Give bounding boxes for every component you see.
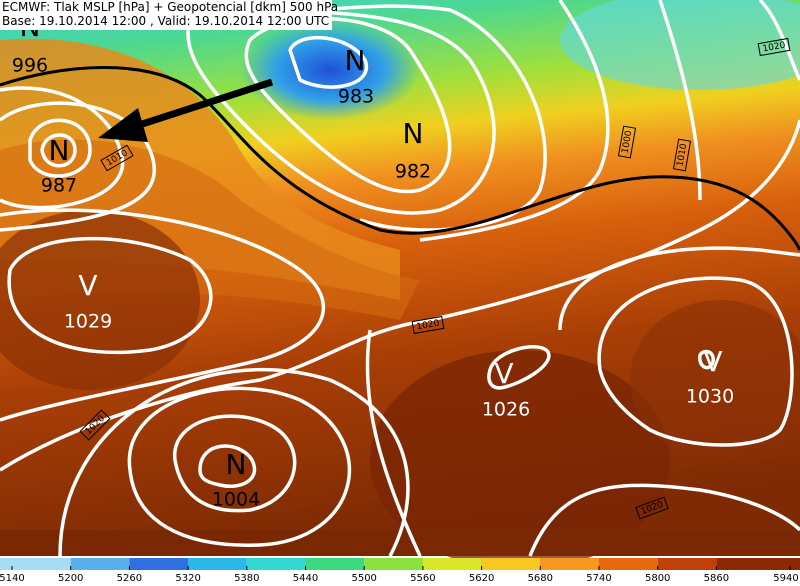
colorbar-label: 5500 — [351, 573, 376, 584]
colorbar-segment — [188, 558, 247, 570]
center-value: 982 — [395, 161, 431, 183]
colorbar-segment — [657, 558, 717, 570]
isobar-label: 1020 — [416, 319, 441, 333]
center-symbol: V — [494, 357, 513, 390]
map-background — [0, 0, 800, 570]
colorbar-label: 5800 — [645, 573, 670, 584]
header-title: ECMWF: Tlak MSLP [hPa] + Geopotencial [d… — [2, 0, 338, 14]
center-value: 1029 — [64, 311, 112, 333]
colorbar-label: 5680 — [528, 573, 553, 584]
colorbar-label: 5560 — [410, 573, 435, 584]
colorbar-segment — [422, 558, 482, 570]
center-symbol: V — [703, 345, 722, 378]
colorbar-label: 5860 — [704, 573, 729, 584]
center-value: 1026 — [482, 399, 530, 421]
colorbar-label: 5140 — [0, 573, 25, 584]
center-value: 1030 — [686, 386, 734, 408]
colorbar-segment — [246, 558, 306, 570]
isobar-label: 1010 — [676, 143, 690, 168]
isobar-labels: 1020 1010 1000 1010 1020 1020 1020 — [79, 37, 791, 520]
center-symbol: N — [49, 134, 70, 167]
colorbar-segment — [599, 558, 658, 570]
colorbar-label: 5940 — [773, 573, 798, 584]
pressure-centers: N 996 N 983 N 982 N 987 V 1029 N 1004 V … — [12, 10, 734, 511]
colorbar-label: 5380 — [234, 573, 259, 584]
center-value: 996 — [12, 55, 48, 77]
center-value: 987 — [41, 175, 77, 197]
colorbar-label: 5740 — [586, 573, 611, 584]
center-symbol: V — [78, 269, 97, 302]
colorbar-label: 5260 — [117, 573, 142, 584]
colorbar-label: 5320 — [175, 573, 200, 584]
colorbar-segment — [305, 558, 365, 570]
header: ECMWF: Tlak MSLP [hPa] + Geopotencial [d… — [0, 0, 338, 30]
colorbar-segment — [481, 558, 541, 570]
isobars — [0, 66, 800, 251]
colorbar-segment — [129, 558, 189, 570]
colorbar-segment — [540, 558, 599, 570]
colorbar-label: 5200 — [58, 573, 83, 584]
center-value: 983 — [338, 86, 374, 108]
colorbar-label: 5620 — [469, 573, 494, 584]
arrow — [98, 78, 274, 142]
center-symbol: N — [226, 448, 247, 481]
colorbar-segment — [364, 558, 423, 570]
colorbar-segment — [716, 558, 800, 570]
header-subtitle: Base: 19.10.2014 12:00 , Valid: 19.10.20… — [2, 14, 329, 28]
colorbar-segment — [70, 558, 130, 570]
isobar-label: 1000 — [621, 130, 635, 155]
center-value: 1004 — [212, 489, 260, 511]
center-symbol: N — [345, 44, 366, 77]
colorbar-label: 5440 — [293, 573, 318, 584]
isobar-label: 1020 — [762, 41, 787, 55]
colorbar-segment — [0, 558, 71, 570]
colorbar: 5140 5200 5260 5320 5380 5440 5500 5560 5620 5680… — [0, 558, 800, 584]
center-symbol: N — [403, 117, 424, 150]
